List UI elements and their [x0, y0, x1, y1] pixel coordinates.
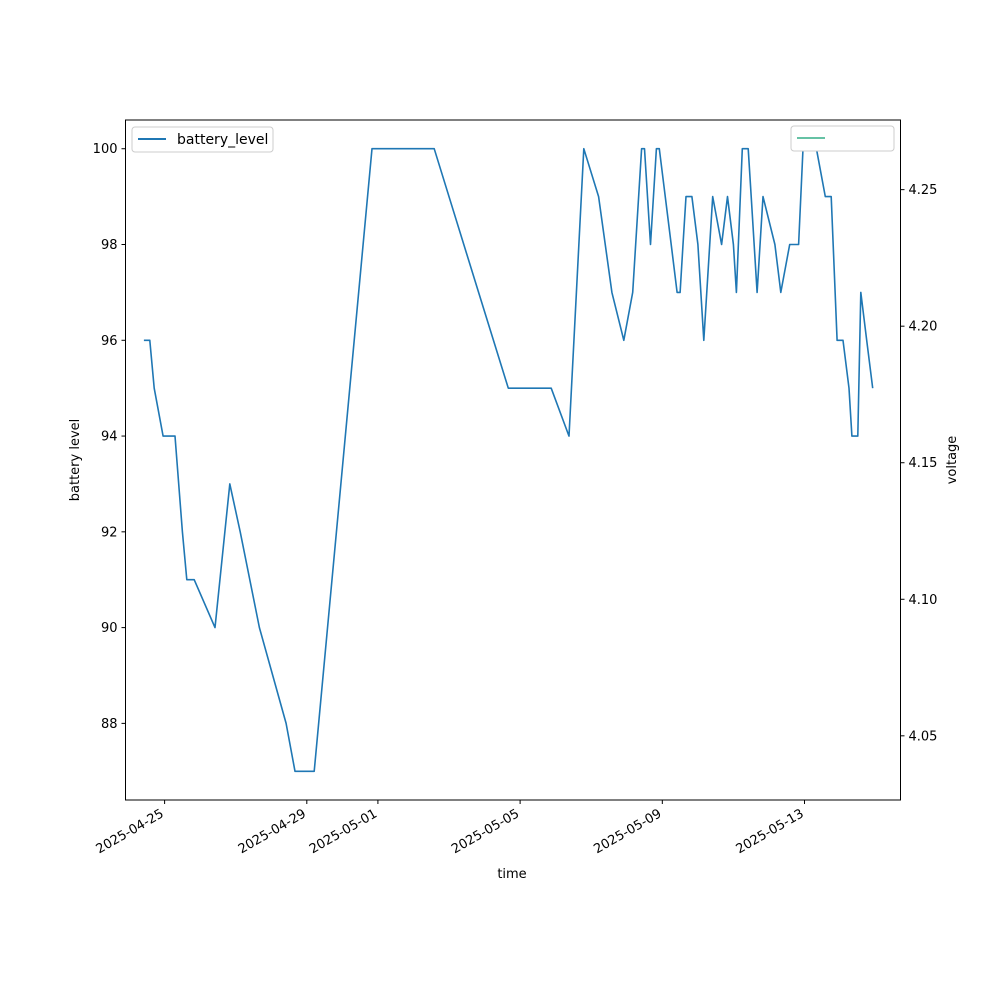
y-tick-label-left: 90 — [101, 621, 118, 636]
x-tick-label: 2025-05-13 — [734, 806, 807, 857]
y-tick-label-right: 4.05 — [909, 729, 938, 744]
y-tick-label-left: 88 — [101, 717, 118, 732]
y-tick-label-left: 100 — [93, 142, 118, 157]
y-tick-label-left: 92 — [101, 525, 118, 540]
plot-lines — [143, 147, 874, 773]
legend-left: battery_level — [131, 126, 274, 153]
y-axis-label-left: battery level — [68, 419, 83, 502]
y-tick-label-right: 4.25 — [909, 183, 938, 198]
y-ticks-right: 4.05 4.10 4.15 4.20 4.25 — [900, 183, 938, 744]
plot-frame — [125, 119, 901, 801]
x-tick-label: 2025-05-01 — [307, 806, 380, 857]
y-tick-label-left: 94 — [101, 430, 118, 445]
y-axis-label-right: voltage — [945, 436, 960, 485]
x-tick-label: 2025-04-25 — [94, 806, 167, 857]
y-ticks-left: 88 90 92 94 96 98 100 — [93, 142, 126, 732]
legend-right-box — [790, 125, 895, 152]
y-tick-label-right: 4.10 — [909, 593, 938, 608]
x-axis-label: time — [497, 867, 526, 882]
y-tick-label-right: 4.20 — [909, 320, 938, 335]
y-tick-label-right: 4.15 — [909, 456, 938, 471]
y-tick-label-left: 96 — [101, 334, 118, 349]
x-tick-label: 2025-04-29 — [236, 806, 309, 857]
series-line-battery-level — [143, 147, 874, 773]
legend-right — [790, 125, 895, 152]
legend-battery-level-label: battery_level — [177, 132, 268, 148]
x-tick-label: 2025-05-09 — [591, 806, 664, 857]
x-tick-label: 2025-05-05 — [449, 806, 522, 857]
legend-left-box — [131, 126, 274, 153]
y-tick-label-left: 98 — [101, 238, 118, 253]
